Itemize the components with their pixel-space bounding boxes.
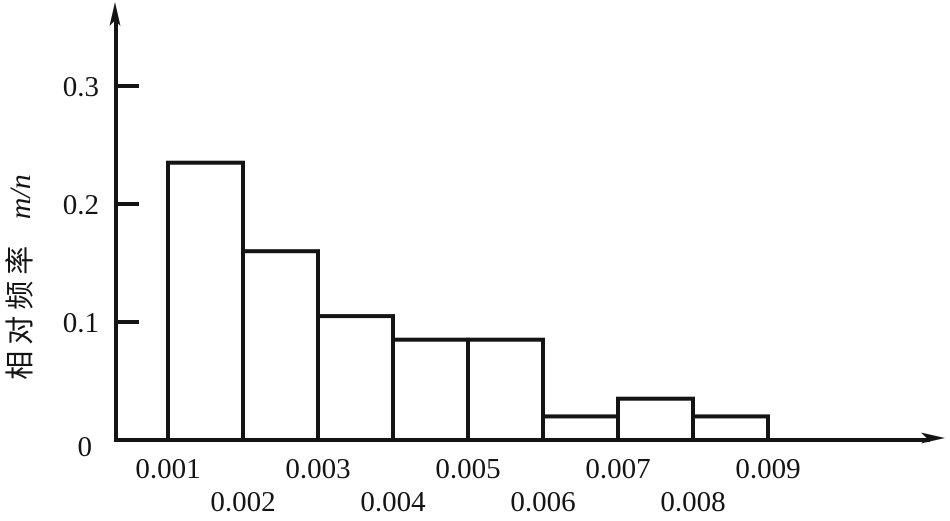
x-tick-label: 0.002 (210, 486, 275, 518)
histogram-bar (616, 396, 695, 443)
histogram-bar (541, 414, 620, 442)
x-tick-label: 0.005 (435, 453, 500, 485)
x-tick-label: 0.003 (285, 453, 350, 485)
x-tick-label: 0.008 (660, 486, 725, 518)
y-tick-label: 0.3 (63, 71, 99, 103)
x-tick-label: 0.009 (735, 453, 800, 485)
histogram-bar (166, 160, 245, 442)
x-tick-label: 0.004 (360, 486, 426, 518)
y-tick-label: 0.1 (63, 307, 99, 339)
x-tick-label: 0.007 (585, 453, 650, 485)
histogram-bar (691, 414, 770, 442)
origin-label: 0 (78, 431, 93, 463)
y-axis-title: 相对频率 m/n (4, 174, 37, 380)
histogram-bar (316, 314, 395, 443)
x-tick-label: 0.001 (135, 453, 200, 485)
histogram-bar (466, 337, 545, 443)
x-axis-arrowhead (921, 432, 945, 444)
histogram-bar (241, 249, 320, 442)
y-axis-arrowhead (109, 2, 121, 26)
x-tick-label: 0.006 (510, 486, 575, 518)
histogram-bar (391, 337, 470, 443)
y-tick-label: 0.2 (63, 189, 99, 221)
